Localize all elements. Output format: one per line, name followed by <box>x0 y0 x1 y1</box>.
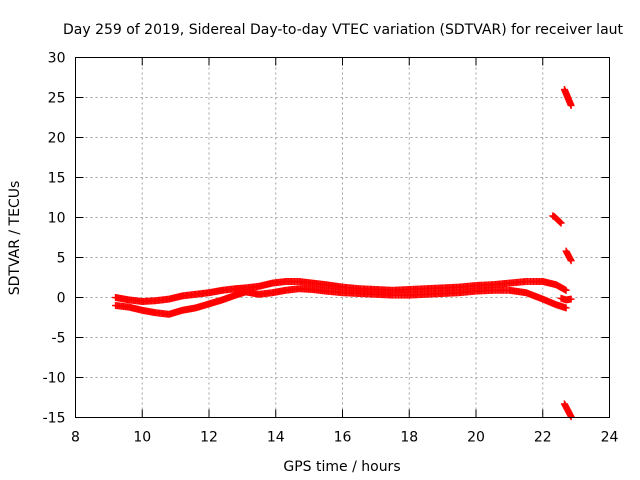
data-point <box>561 304 569 312</box>
y-tick-label: 10 <box>48 211 66 227</box>
data-points <box>112 86 575 421</box>
y-tick-label: 5 <box>57 251 66 267</box>
chart-title: Day 259 of 2019, Sidereal Day-to-day VTE… <box>63 22 624 38</box>
x-axis-label: GPS time / hours <box>283 459 400 475</box>
y-tick-label: -10 <box>43 371 66 387</box>
y-tick-label: 30 <box>48 51 66 67</box>
grid <box>75 57 610 418</box>
x-tick-label: 10 <box>133 430 151 446</box>
x-tick-label: 24 <box>601 430 619 446</box>
y-tick-label: 25 <box>48 91 66 107</box>
data-point <box>556 218 564 226</box>
x-tick-label: 18 <box>400 430 418 446</box>
x-tick-label: 22 <box>534 430 552 446</box>
y-tick-label: -15 <box>43 411 66 427</box>
x-tick-label: 12 <box>200 430 218 446</box>
y-tick-label: 20 <box>48 131 66 147</box>
y-axis-label: SDTVAR / TECUs <box>7 181 23 296</box>
x-tick-label: 8 <box>71 430 80 446</box>
data-point <box>567 256 575 264</box>
x-tick-label: 16 <box>334 430 352 446</box>
axis-ticks: 8 10 12 14 16 18 20 22 24 -15 -10 -5 0 5 10 15 20 25 30 <box>43 51 619 446</box>
x-tick-label: 20 <box>467 430 485 446</box>
y-tick-label: -5 <box>52 331 66 347</box>
data-point <box>567 101 575 108</box>
x-tick-label: 14 <box>267 430 285 446</box>
data-point <box>566 295 574 303</box>
y-tick-label: 15 <box>48 171 66 187</box>
y-tick-label: 0 <box>57 291 66 307</box>
data-point <box>561 286 569 294</box>
